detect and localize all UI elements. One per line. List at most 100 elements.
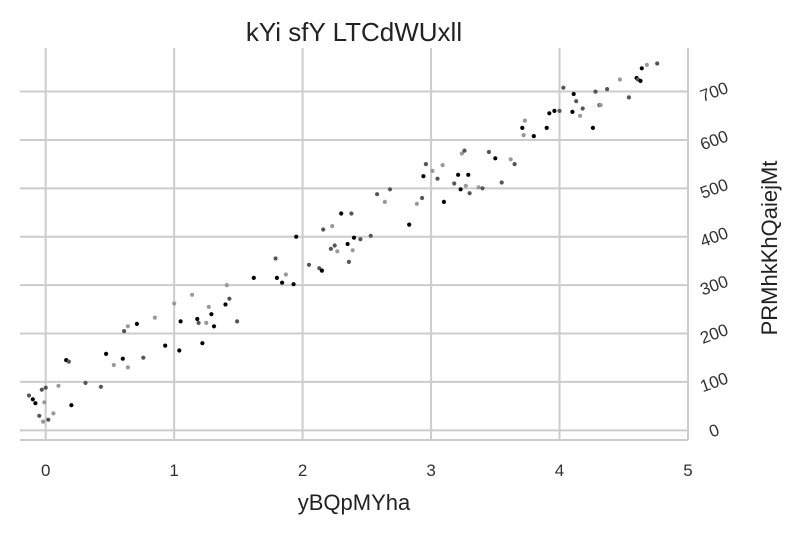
data-point bbox=[521, 133, 526, 138]
data-point bbox=[435, 176, 440, 181]
data-point bbox=[211, 324, 217, 329]
data-point bbox=[358, 237, 363, 242]
data-point bbox=[43, 385, 48, 390]
data-point bbox=[430, 168, 435, 173]
x-axis-label: yBQpMYha bbox=[298, 490, 411, 515]
data-point bbox=[617, 77, 623, 82]
data-point bbox=[335, 249, 340, 254]
data-point bbox=[571, 91, 576, 97]
data-point bbox=[172, 301, 177, 306]
data-point bbox=[423, 162, 428, 167]
data-point bbox=[639, 66, 644, 71]
data-point bbox=[224, 283, 229, 288]
data-point bbox=[141, 355, 146, 360]
x-tick-labels: 0 1 2 3 4 5 bbox=[41, 461, 693, 480]
data-point bbox=[644, 62, 650, 67]
data-point bbox=[196, 320, 201, 325]
data-point bbox=[508, 157, 513, 162]
y-tick-label: 700 bbox=[698, 78, 731, 106]
data-point bbox=[66, 359, 71, 364]
data-point bbox=[122, 329, 127, 334]
data-point bbox=[134, 321, 139, 326]
data-point bbox=[328, 246, 333, 251]
data-point bbox=[351, 235, 357, 240]
data-point bbox=[83, 380, 88, 385]
data-point bbox=[520, 125, 525, 130]
x-tick-label: 4 bbox=[555, 461, 564, 480]
data-point bbox=[125, 365, 130, 370]
y-tick-label: 0 bbox=[706, 420, 721, 441]
data-point bbox=[544, 125, 549, 130]
data-point bbox=[306, 262, 312, 267]
data-point bbox=[177, 348, 182, 353]
data-point bbox=[46, 417, 51, 422]
data-point bbox=[638, 78, 643, 83]
data-point bbox=[125, 324, 130, 329]
data-point bbox=[456, 172, 461, 177]
data-points bbox=[26, 61, 660, 424]
data-point bbox=[69, 403, 74, 408]
data-point bbox=[332, 243, 337, 248]
data-point bbox=[598, 103, 603, 108]
data-point bbox=[235, 319, 240, 324]
y-tick-label: 100 bbox=[698, 369, 731, 397]
data-point bbox=[274, 275, 279, 280]
data-point bbox=[39, 387, 44, 392]
data-point bbox=[41, 419, 46, 424]
data-point bbox=[512, 162, 517, 167]
data-point bbox=[339, 211, 344, 216]
data-point bbox=[349, 211, 354, 216]
data-point bbox=[476, 185, 481, 190]
data-point bbox=[33, 401, 38, 406]
x-tick-label: 1 bbox=[169, 461, 178, 480]
data-point bbox=[209, 312, 214, 317]
data-point bbox=[580, 106, 585, 111]
data-point bbox=[111, 362, 116, 368]
data-point bbox=[552, 108, 557, 113]
data-point bbox=[163, 343, 168, 348]
data-point bbox=[463, 183, 468, 188]
data-point bbox=[152, 315, 157, 320]
data-point bbox=[578, 113, 583, 118]
data-point bbox=[251, 275, 256, 280]
data-point bbox=[407, 222, 412, 227]
data-point bbox=[375, 192, 380, 197]
data-point bbox=[626, 95, 632, 100]
data-point bbox=[421, 174, 426, 179]
data-point bbox=[570, 109, 575, 114]
x-tick-label: 5 bbox=[683, 461, 692, 480]
data-point bbox=[42, 400, 47, 405]
data-point bbox=[462, 148, 467, 153]
data-point bbox=[37, 413, 42, 418]
data-point bbox=[330, 224, 335, 229]
data-point bbox=[26, 393, 32, 398]
x-tick-label: 2 bbox=[298, 461, 307, 480]
data-point bbox=[593, 89, 598, 94]
data-point bbox=[466, 172, 471, 177]
data-point bbox=[467, 191, 472, 196]
data-point bbox=[319, 268, 324, 273]
data-point bbox=[98, 384, 103, 389]
data-point bbox=[547, 111, 552, 116]
data-point bbox=[273, 256, 278, 261]
data-point bbox=[51, 411, 56, 416]
data-point bbox=[200, 341, 205, 346]
data-point bbox=[382, 199, 387, 204]
data-point bbox=[120, 356, 125, 361]
data-point bbox=[486, 149, 491, 155]
data-point bbox=[605, 87, 610, 92]
data-point bbox=[227, 296, 232, 301]
data-point bbox=[291, 282, 296, 287]
y-tick-label: 600 bbox=[698, 127, 731, 155]
data-point bbox=[346, 259, 351, 264]
data-point bbox=[459, 151, 464, 156]
data-point bbox=[104, 351, 109, 356]
y-tick-label: 300 bbox=[698, 272, 731, 300]
data-point bbox=[345, 241, 350, 247]
x-tick-label: 0 bbox=[41, 461, 50, 480]
data-point bbox=[195, 316, 200, 322]
data-point bbox=[522, 118, 528, 123]
y-tick-label: 200 bbox=[698, 320, 731, 348]
data-point bbox=[458, 187, 463, 192]
